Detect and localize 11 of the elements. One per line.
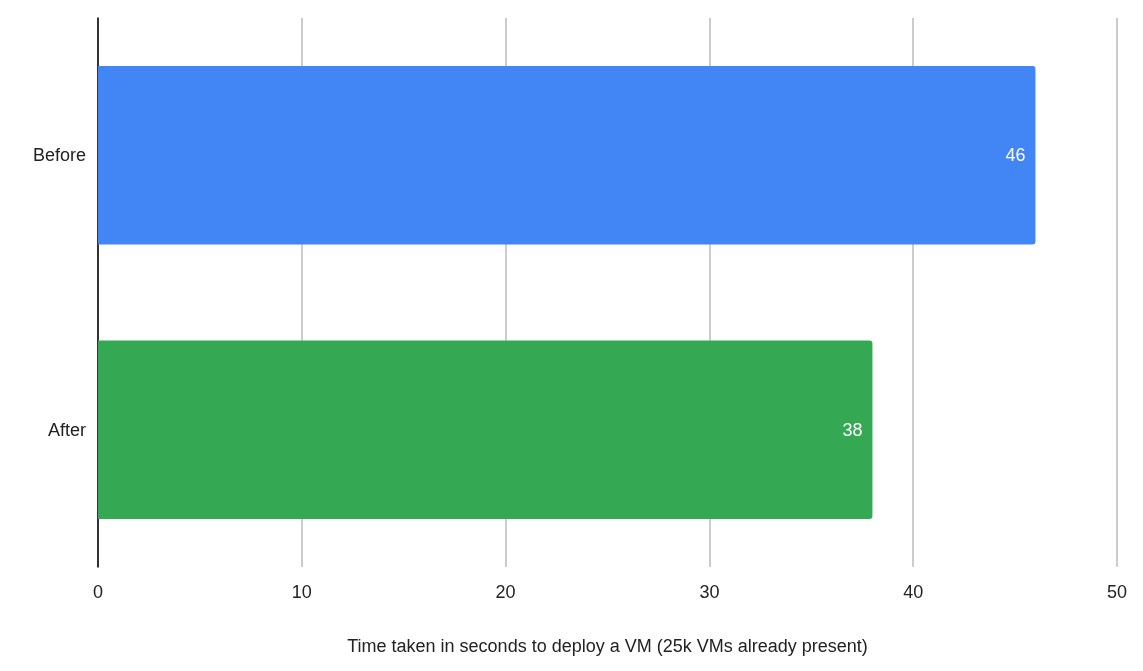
x-tick-label: 0 bbox=[92, 582, 104, 602]
x-tick-label: 30 bbox=[699, 582, 720, 602]
x-tick-label: 20 bbox=[495, 582, 516, 602]
y-tick-label: After bbox=[47, 419, 86, 440]
data-label: 46 bbox=[1005, 145, 1026, 166]
y-tick-label: Before bbox=[32, 145, 86, 166]
x-tick-label: 10 bbox=[291, 582, 312, 602]
x-tick-label: 40 bbox=[903, 582, 924, 602]
data-label: 38 bbox=[842, 419, 863, 440]
x-tick-label: 50 bbox=[1106, 582, 1128, 602]
x-axis-title: Time taken in seconds to deploy a VM (25k VMs already present) bbox=[347, 636, 868, 656]
